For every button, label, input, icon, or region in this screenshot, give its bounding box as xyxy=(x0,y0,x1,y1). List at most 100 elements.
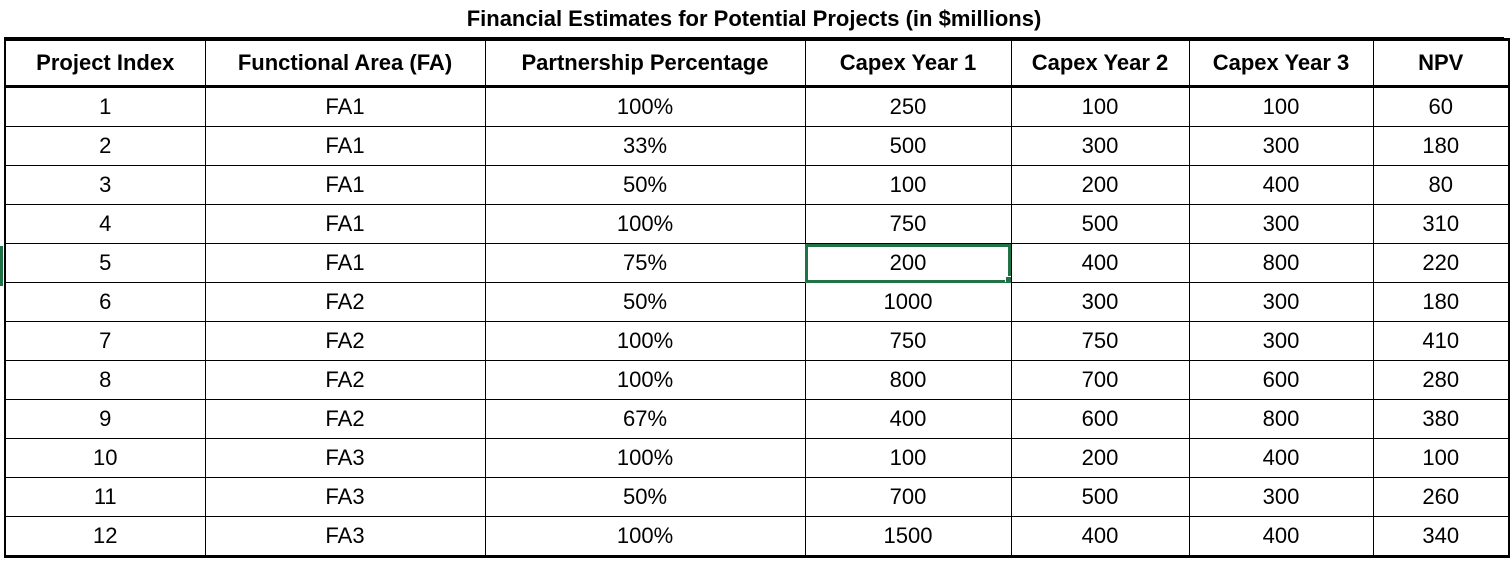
cell-npv[interactable]: 180 xyxy=(1372,126,1510,166)
cell-npv[interactable]: 100 xyxy=(1372,438,1510,478)
cell-partnership-percentage[interactable]: 50% xyxy=(484,477,806,517)
cell-partnership-percentage[interactable]: 100% xyxy=(484,360,806,400)
cell-capex-year-3[interactable]: 300 xyxy=(1188,204,1374,244)
header-capex-year-2[interactable]: Capex Year 2 xyxy=(1010,38,1190,88)
cell-partnership-percentage[interactable]: 50% xyxy=(484,165,806,205)
cell-npv[interactable]: 310 xyxy=(1372,204,1510,244)
cell-functional-area[interactable]: FA2 xyxy=(204,360,486,400)
cell-capex-year-2[interactable]: 100 xyxy=(1010,86,1190,127)
cell-capex-year-2[interactable]: 400 xyxy=(1010,516,1190,558)
fill-handle[interactable] xyxy=(1004,276,1010,282)
cell-capex-year-1[interactable]: 100 xyxy=(804,438,1012,478)
cell-project-index[interactable]: 12 xyxy=(4,516,206,558)
cell-capex-year-3[interactable]: 600 xyxy=(1188,360,1374,400)
cell-capex-year-1[interactable]: 400 xyxy=(804,399,1012,439)
cell-functional-area[interactable]: FA3 xyxy=(204,516,486,558)
cell-capex-year-1[interactable]: 100 xyxy=(804,165,1012,205)
table-row: 11 FA3 50% 700 500 300 260 xyxy=(4,477,1510,517)
header-row: Project Index Functional Area (FA) Partn… xyxy=(4,38,1510,88)
header-project-index[interactable]: Project Index xyxy=(4,38,206,88)
cell-capex-year-3[interactable]: 400 xyxy=(1188,165,1374,205)
cell-capex-year-1[interactable]: 1500 xyxy=(804,516,1012,558)
cell-capex-year-3[interactable]: 300 xyxy=(1188,321,1374,361)
cell-partnership-percentage[interactable]: 100% xyxy=(484,86,806,127)
cell-capex-year-2[interactable]: 300 xyxy=(1010,282,1190,322)
cell-project-index[interactable]: 4 xyxy=(4,204,206,244)
table-title[interactable]: Financial Estimates for Potential Projec… xyxy=(4,0,1504,38)
cell-npv[interactable]: 280 xyxy=(1372,360,1510,400)
cell-capex-year-2[interactable]: 200 xyxy=(1010,165,1190,205)
selected-cell[interactable]: 200 xyxy=(804,243,1012,283)
cell-npv[interactable]: 340 xyxy=(1372,516,1510,558)
cell-capex-year-2[interactable]: 750 xyxy=(1010,321,1190,361)
cell-partnership-percentage[interactable]: 100% xyxy=(484,438,806,478)
cell-capex-year-1[interactable]: 500 xyxy=(804,126,1012,166)
cell-capex-year-1[interactable]: 700 xyxy=(804,477,1012,517)
cell-project-index[interactable]: 8 xyxy=(4,360,206,400)
header-capex-year-1[interactable]: Capex Year 1 xyxy=(804,38,1012,88)
cell-functional-area[interactable]: FA1 xyxy=(204,126,486,166)
cell-capex-year-2[interactable]: 500 xyxy=(1010,204,1190,244)
table-row: 5 FA1 75% 200 400 800 220 xyxy=(4,243,1510,283)
cell-npv[interactable]: 260 xyxy=(1372,477,1510,517)
cell-capex-year-3[interactable]: 300 xyxy=(1188,126,1374,166)
cell-functional-area[interactable]: FA3 xyxy=(204,477,486,517)
cell-npv[interactable]: 220 xyxy=(1372,243,1510,283)
cell-npv[interactable]: 410 xyxy=(1372,321,1510,361)
cell-capex-year-3[interactable]: 100 xyxy=(1188,86,1374,127)
cell-partnership-percentage[interactable]: 50% xyxy=(484,282,806,322)
cell-functional-area[interactable]: FA1 xyxy=(204,204,486,244)
cell-capex-year-2[interactable]: 400 xyxy=(1010,243,1190,283)
cell-capex-year-3[interactable]: 300 xyxy=(1188,282,1374,322)
cell-capex-year-3[interactable]: 800 xyxy=(1188,399,1374,439)
header-functional-area[interactable]: Functional Area (FA) xyxy=(204,38,486,88)
cell-capex-year-3[interactable]: 400 xyxy=(1188,438,1374,478)
cell-capex-year-2[interactable]: 600 xyxy=(1010,399,1190,439)
cell-partnership-percentage[interactable]: 100% xyxy=(484,516,806,558)
header-npv[interactable]: NPV xyxy=(1372,38,1510,88)
cell-npv[interactable]: 60 xyxy=(1372,86,1510,127)
cell-project-index[interactable]: 9 xyxy=(4,399,206,439)
cell-capex-year-1[interactable]: 1000 xyxy=(804,282,1012,322)
cell-partnership-percentage[interactable]: 100% xyxy=(484,321,806,361)
cell-functional-area[interactable]: FA2 xyxy=(204,321,486,361)
cell-npv[interactable]: 80 xyxy=(1372,165,1510,205)
cell-capex-year-3[interactable]: 400 xyxy=(1188,516,1374,558)
cell-functional-area[interactable]: FA1 xyxy=(204,86,486,127)
cell-functional-area[interactable]: FA1 xyxy=(204,165,486,205)
table-row: 9 FA2 67% 400 600 800 380 xyxy=(4,399,1510,439)
cell-project-index[interactable]: 10 xyxy=(4,438,206,478)
cell-partnership-percentage[interactable]: 33% xyxy=(484,126,806,166)
cell-partnership-percentage[interactable]: 100% xyxy=(484,204,806,244)
table-row: 3 FA1 50% 100 200 400 80 xyxy=(4,165,1510,205)
table-row: 10 FA3 100% 100 200 400 100 xyxy=(4,438,1510,478)
cell-capex-year-3[interactable]: 300 xyxy=(1188,477,1374,517)
cell-capex-year-2[interactable]: 300 xyxy=(1010,126,1190,166)
cell-project-index[interactable]: 11 xyxy=(4,477,206,517)
cell-functional-area[interactable]: FA1 xyxy=(204,243,486,283)
cell-capex-year-3[interactable]: 800 xyxy=(1188,243,1374,283)
table-body: 1 FA1 100% 250 100 100 60 2 FA1 33% 500 300 300 180 3 F… xyxy=(4,86,1510,558)
cell-project-index[interactable]: 1 xyxy=(4,86,206,127)
cell-capex-year-1[interactable]: 750 xyxy=(804,204,1012,244)
cell-partnership-percentage[interactable]: 67% xyxy=(484,399,806,439)
header-capex-year-3[interactable]: Capex Year 3 xyxy=(1188,38,1374,88)
cell-functional-area[interactable]: FA2 xyxy=(204,282,486,322)
cell-capex-year-1[interactable]: 750 xyxy=(804,321,1012,361)
cell-capex-year-1[interactable]: 800 xyxy=(804,360,1012,400)
cell-project-index[interactable]: 5 xyxy=(4,243,206,283)
cell-npv[interactable]: 380 xyxy=(1372,399,1510,439)
cell-project-index[interactable]: 3 xyxy=(4,165,206,205)
cell-project-index[interactable]: 2 xyxy=(4,126,206,166)
cell-capex-year-1[interactable]: 250 xyxy=(804,86,1012,127)
header-partnership-percentage[interactable]: Partnership Percentage xyxy=(484,38,806,88)
cell-capex-year-2[interactable]: 700 xyxy=(1010,360,1190,400)
cell-npv[interactable]: 180 xyxy=(1372,282,1510,322)
cell-capex-year-2[interactable]: 500 xyxy=(1010,477,1190,517)
cell-project-index[interactable]: 7 xyxy=(4,321,206,361)
cell-project-index[interactable]: 6 xyxy=(4,282,206,322)
cell-functional-area[interactable]: FA3 xyxy=(204,438,486,478)
cell-functional-area[interactable]: FA2 xyxy=(204,399,486,439)
cell-capex-year-2[interactable]: 200 xyxy=(1010,438,1190,478)
cell-partnership-percentage[interactable]: 75% xyxy=(484,243,806,283)
